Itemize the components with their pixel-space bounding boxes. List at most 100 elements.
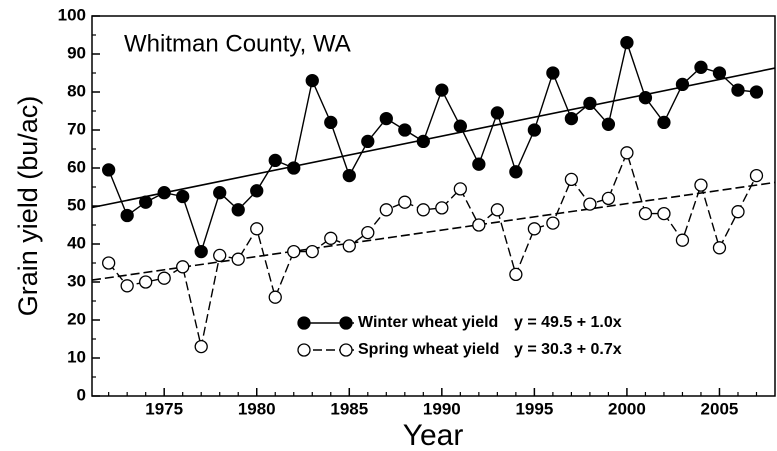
x-tick-label: 1975 [145,399,183,418]
series-line [108,150,758,347]
point [305,244,319,259]
point [157,186,171,200]
point [213,186,227,200]
y-tick-label: 30 [67,271,86,290]
point [139,275,153,289]
point [694,60,708,74]
point [564,111,579,126]
x-tick-label: 1990 [423,399,461,418]
point [601,191,616,206]
point [675,233,690,247]
point [694,178,708,192]
point [268,153,282,168]
point [176,189,190,204]
x-tick-label: 2005 [701,399,739,418]
y-tick-label: 60 [67,157,86,176]
point [620,35,634,50]
y-axis-title: Grain yield (bu/ac) [13,96,43,317]
point [398,123,412,137]
point [324,231,338,245]
point [379,111,393,126]
point [564,172,579,187]
y-tick-label: 90 [67,43,86,62]
point [342,239,356,253]
point [120,279,134,293]
x-tick-label: 2000 [608,399,646,418]
point [231,203,245,217]
point [194,339,208,354]
point [416,203,430,217]
point [287,244,301,259]
legend-label: Winter wheat yield [358,314,498,331]
point [250,184,264,198]
point [472,157,486,171]
point [527,222,542,236]
y-tick-label: 10 [67,347,86,366]
point [546,66,560,80]
legend-marker [297,343,311,357]
y-tick-label: 100 [58,5,86,24]
point [139,195,153,209]
point [749,168,764,183]
point [675,77,690,92]
plot-frame [91,15,776,397]
y-tick-label: 50 [67,195,86,214]
point [638,91,653,105]
point [176,260,190,274]
point [712,241,727,255]
x-tick-label: 1980 [238,399,276,418]
point [287,161,301,175]
point [601,117,616,131]
series-line [108,40,757,254]
point [546,216,560,230]
point [213,248,227,263]
y-tick-label: 0 [77,385,86,404]
y-tick-label: 40 [67,233,86,252]
point [416,134,430,149]
trend-line [91,67,776,209]
point [731,83,745,97]
point [490,106,505,120]
point [324,115,338,130]
point [361,134,375,149]
point [583,197,597,211]
point [398,195,412,209]
trend-line [91,181,776,281]
point [490,203,505,217]
point [731,205,745,219]
annotation: Whitman County, WA [124,30,351,57]
legend-label: Spring wheat yield [358,341,499,358]
point [268,290,282,304]
point [231,252,245,266]
x-tick-label: 1985 [330,399,368,418]
point [435,83,449,97]
point [361,225,375,240]
point [194,244,208,259]
y-tick-label: 80 [67,81,86,100]
legend-marker [339,343,353,357]
point [102,256,116,270]
point [472,218,486,232]
point [435,201,449,215]
point [583,96,597,111]
point [379,203,393,217]
legend-marker [339,316,353,330]
point [527,123,542,137]
point [102,163,116,177]
point [749,85,764,99]
x-tick-label: 1995 [515,399,553,418]
x-axis-title: Year [403,419,464,451]
y-tick-label: 20 [67,309,86,328]
point [250,222,264,236]
point [657,206,671,221]
point [509,267,523,282]
point [120,208,134,223]
point [509,165,523,179]
point [657,115,671,130]
legend-marker [297,316,311,330]
point [305,73,319,88]
y-tick-label: 70 [67,119,86,138]
point [620,146,634,160]
point [712,66,727,80]
